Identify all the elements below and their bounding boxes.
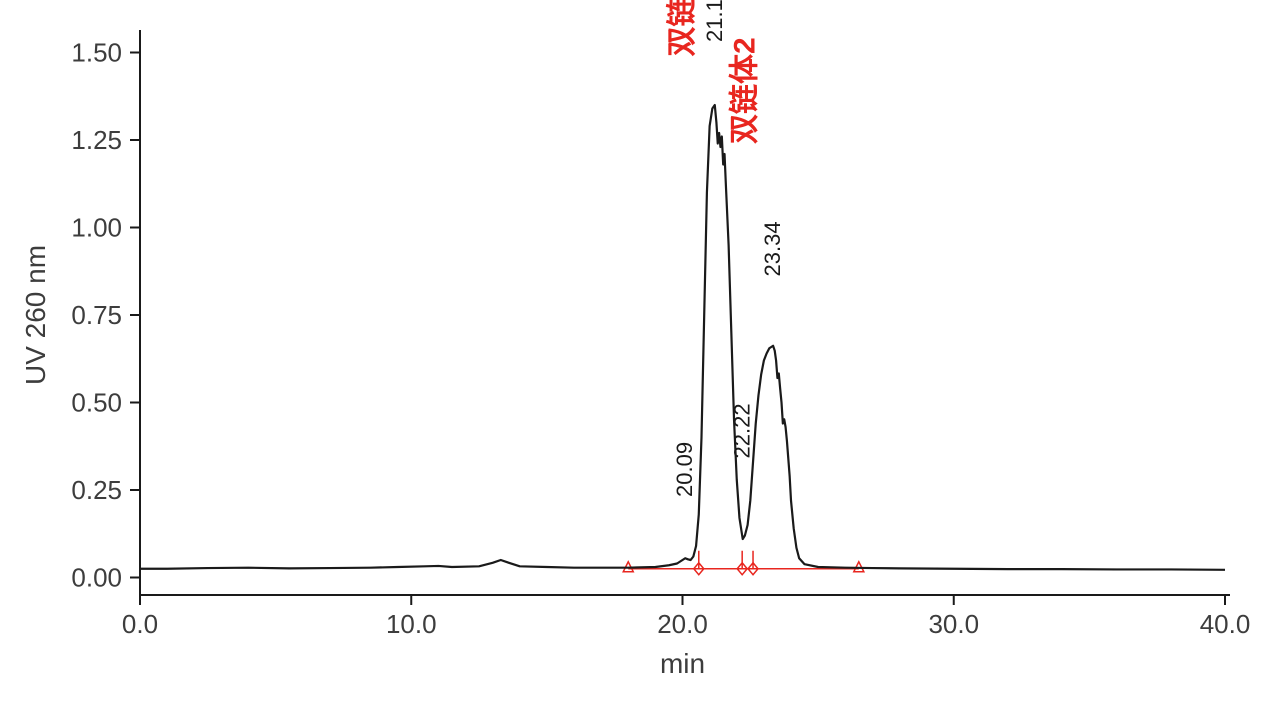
y-tick-label: 0.25 xyxy=(71,475,122,505)
y-axis-label: UV 260 nm xyxy=(20,245,51,385)
chromatogram-chart: 0.00 0.25 0.50 0.75 1.00 1.25 1.50 0.0 10.0 20.0 3… xyxy=(0,0,1280,705)
x-tick-label: 0.0 xyxy=(122,609,158,639)
y-tick-label: 0.50 xyxy=(71,388,122,418)
x-tick-label: 30.0 xyxy=(928,609,979,639)
peak-label: 22.22 xyxy=(730,403,755,458)
peak-label: 21.19 xyxy=(702,0,727,42)
y-tick-label: 0.75 xyxy=(71,300,122,330)
y-tick-label: 1.50 xyxy=(71,38,122,68)
peak-label: 23.34 xyxy=(760,221,785,276)
y-tick-label: 0.00 xyxy=(71,563,122,593)
annotation-label: 双链体2 xyxy=(727,37,761,144)
chart-svg: 0.00 0.25 0.50 0.75 1.00 1.25 1.50 0.0 10.0 20.0 3… xyxy=(0,0,1280,705)
x-tick-label: 40.0 xyxy=(1200,609,1251,639)
x-axis-label: min xyxy=(660,648,705,679)
y-tick-label: 1.25 xyxy=(71,125,122,155)
chromatogram-trace xyxy=(140,105,1225,570)
x-tick-label: 10.0 xyxy=(386,609,437,639)
x-tick-label: 20.0 xyxy=(657,609,708,639)
annotation-label: 双链体1 xyxy=(665,0,699,57)
peak-label: 20.09 xyxy=(672,442,697,497)
y-tick-label: 1.00 xyxy=(71,213,122,243)
